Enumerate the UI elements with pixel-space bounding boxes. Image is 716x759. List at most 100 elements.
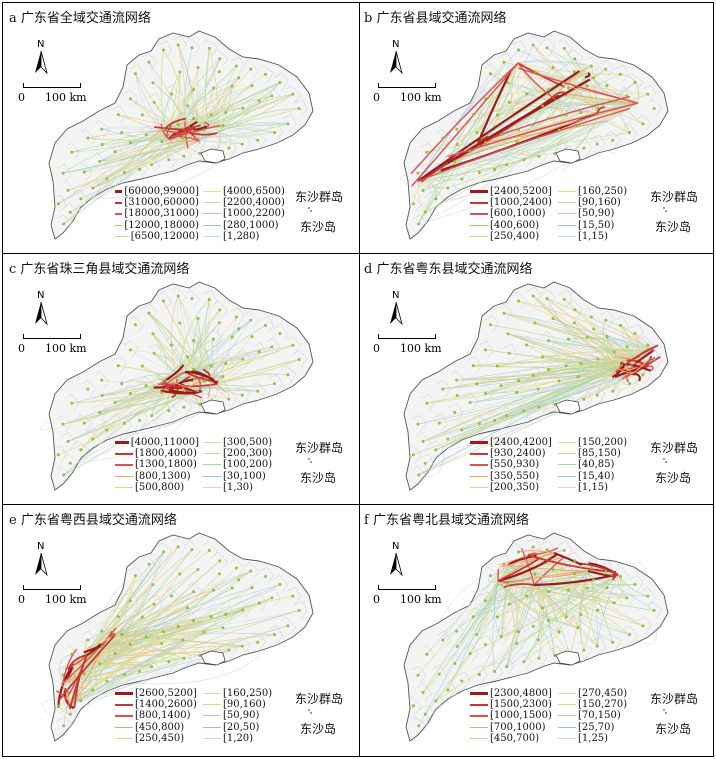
legend-label: [1400,2600): [135, 699, 197, 711]
legend-item: [50,90): [203, 710, 287, 721]
county-boundary: [124, 591, 139, 609]
county-node: [230, 335, 234, 339]
island-shape: [555, 399, 581, 415]
county-node: [105, 177, 109, 181]
county-node: [196, 568, 200, 571]
county-node: [128, 97, 132, 101]
flow-legend: [2400,4200] [930,2400) [550,930) [350,55…: [470, 437, 630, 501]
county-node: [162, 299, 165, 303]
major-flow-line: [166, 124, 173, 140]
county-boundary: [591, 134, 606, 153]
scale-zero-label: 0: [373, 593, 380, 606]
flow-line: [533, 584, 579, 628]
county-node: [256, 640, 260, 644]
county-node: [533, 70, 537, 74]
north-label: N: [37, 39, 45, 50]
flow-line: [485, 363, 625, 394]
county-node: [257, 601, 261, 605]
flow-line: [548, 89, 639, 104]
flow-line: [72, 664, 125, 676]
legend-label: [2400,5200]: [490, 186, 552, 198]
legend-label: [1300,1800): [135, 459, 197, 471]
county-node: [152, 602, 156, 606]
county-node: [250, 335, 254, 339]
flow-line: [517, 62, 571, 155]
county-node: [116, 615, 120, 619]
county-boundary: [467, 356, 482, 374]
legend-label: [1,30): [223, 481, 254, 493]
county-boundary: [599, 59, 615, 78]
legend-swatch: [203, 453, 221, 455]
flow-line: [435, 363, 625, 451]
flow-line: [506, 554, 529, 667]
legend-label: [31000,60000): [124, 197, 199, 209]
legend-label: [200,300): [223, 448, 273, 460]
flow-line: [557, 92, 598, 145]
county-node: [545, 297, 549, 301]
county-boundary: [213, 49, 229, 67]
county-node: [190, 297, 194, 301]
flow-line: [208, 114, 216, 126]
legend-label: [70,150): [578, 710, 621, 722]
legend-swatch: [558, 475, 576, 477]
county-node: [182, 405, 186, 409]
flow-line: [568, 338, 655, 351]
county-node: [144, 635, 148, 639]
county-node: [646, 343, 650, 347]
county-node: [628, 382, 632, 386]
flow-line: [177, 295, 210, 377]
county-boundary: [614, 567, 629, 585]
island-group-label: 东沙群岛: [650, 441, 699, 455]
flow-line: [523, 574, 619, 663]
flow-line: [216, 383, 243, 396]
major-flow-line: [503, 583, 535, 588]
county-node: [625, 345, 629, 349]
flow-line: [542, 356, 617, 373]
legend-swatch: [470, 201, 488, 204]
flow-line: [153, 353, 180, 385]
county-boundary: [527, 537, 542, 556]
county-boundary: [479, 635, 494, 653]
county-node: [176, 294, 180, 298]
flow-line: [523, 112, 599, 161]
legend-swatch: [470, 726, 488, 728]
legend-swatch: [558, 191, 576, 193]
legend-item: [2400,5200]: [470, 186, 554, 197]
county-node: [537, 405, 541, 409]
county-node: [196, 317, 200, 320]
county-node: [116, 113, 120, 117]
legend-label: [2300,4800]: [490, 688, 552, 700]
county-node: [91, 437, 95, 441]
county-node: [572, 70, 576, 74]
flow-line: [442, 62, 519, 139]
legend-label: [2600,5200]: [135, 688, 197, 700]
county-node: [493, 669, 496, 673]
legend-item: [200,300): [203, 448, 287, 459]
county-boundary: [479, 89, 494, 107]
county-node: [221, 626, 225, 630]
flow-line: [506, 552, 555, 667]
major-flow-line: [171, 378, 194, 391]
county-boundary: [641, 586, 657, 605]
county-node: [572, 572, 576, 576]
major-flow-line: [612, 573, 619, 581]
county-node: [86, 387, 90, 391]
major-flow-line: [62, 648, 78, 684]
county-node: [567, 337, 570, 341]
county-node: [209, 364, 213, 368]
major-flow-line: [160, 382, 170, 391]
legend-swatch: [203, 726, 221, 728]
county-boundary: [636, 616, 652, 634]
county-boundary: [273, 324, 289, 342]
flow-line: [63, 375, 210, 476]
county-node: [437, 170, 441, 174]
flow-line: [425, 102, 639, 213]
flow-line: [184, 358, 243, 373]
major-flow-line: [448, 102, 639, 162]
flow-line: [59, 653, 72, 684]
flow-line: [497, 580, 648, 597]
county-node: [234, 64, 238, 68]
county-boundary: [64, 453, 79, 472]
county-boundary: [497, 52, 513, 71]
row-divider: [3, 253, 713, 254]
